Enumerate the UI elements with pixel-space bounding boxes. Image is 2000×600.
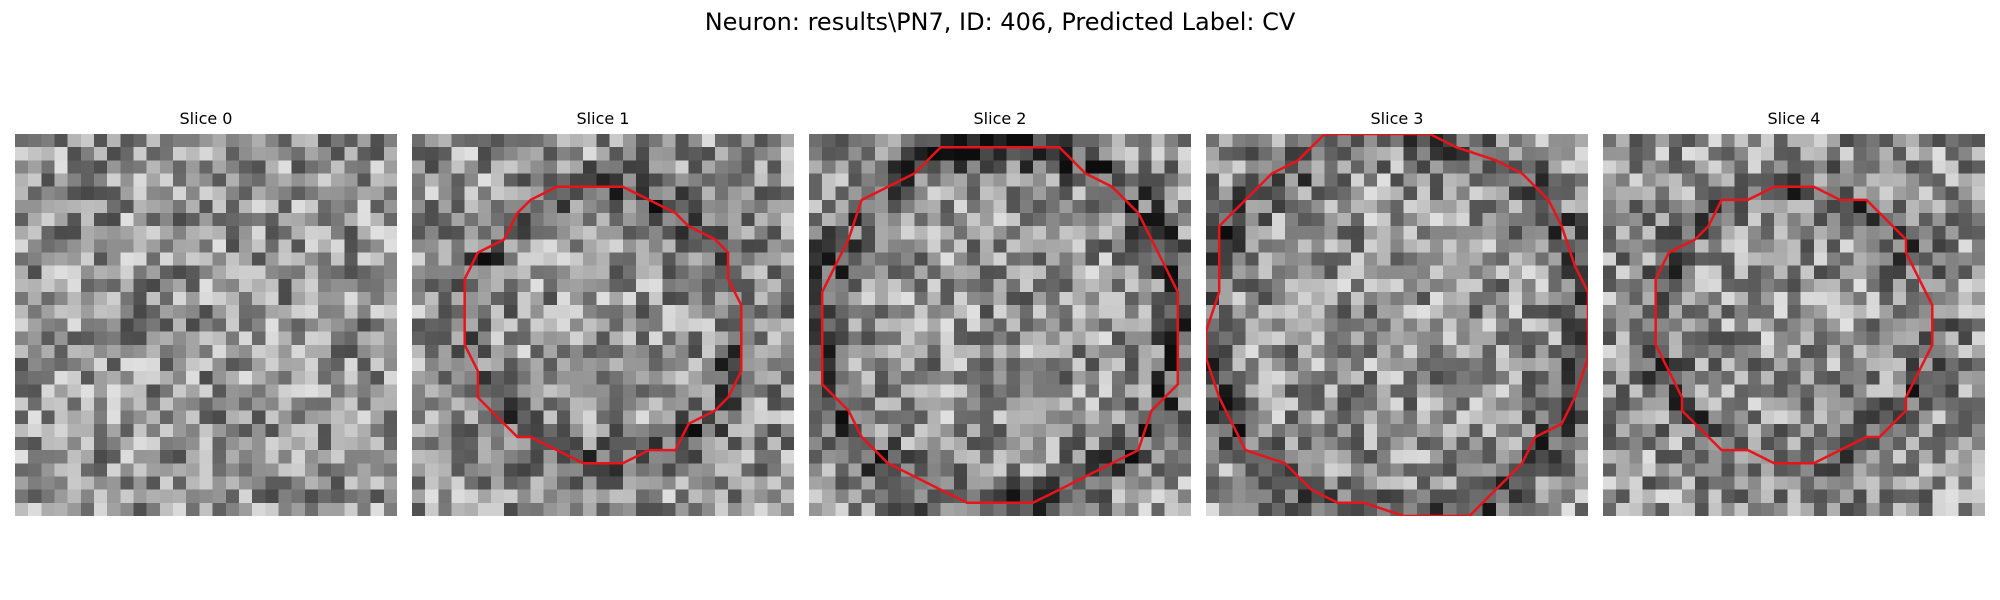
slice-image-1 <box>412 134 794 516</box>
slice-panel-4: Slice 4 <box>1603 110 1985 516</box>
slice-panel-3: Slice 3 <box>1206 110 1588 516</box>
slice-image-0 <box>15 134 397 516</box>
slice-title-3: Slice 3 <box>1206 110 1588 128</box>
slice-title-2: Slice 2 <box>809 110 1191 128</box>
slice-panel-0: Slice 0 <box>15 110 397 516</box>
slice-title-4: Slice 4 <box>1603 110 1985 128</box>
slice-image-3 <box>1206 134 1588 516</box>
slice-title-0: Slice 0 <box>15 110 397 128</box>
slice-title-1: Slice 1 <box>412 110 794 128</box>
slice-panel-2: Slice 2 <box>809 110 1191 516</box>
slice-image-2 <box>809 134 1191 516</box>
slice-image-4 <box>1603 134 1985 516</box>
slice-panel-1: Slice 1 <box>412 110 794 516</box>
figure-title: Neuron: results\PN7, ID: 406, Predicted … <box>0 8 2000 36</box>
